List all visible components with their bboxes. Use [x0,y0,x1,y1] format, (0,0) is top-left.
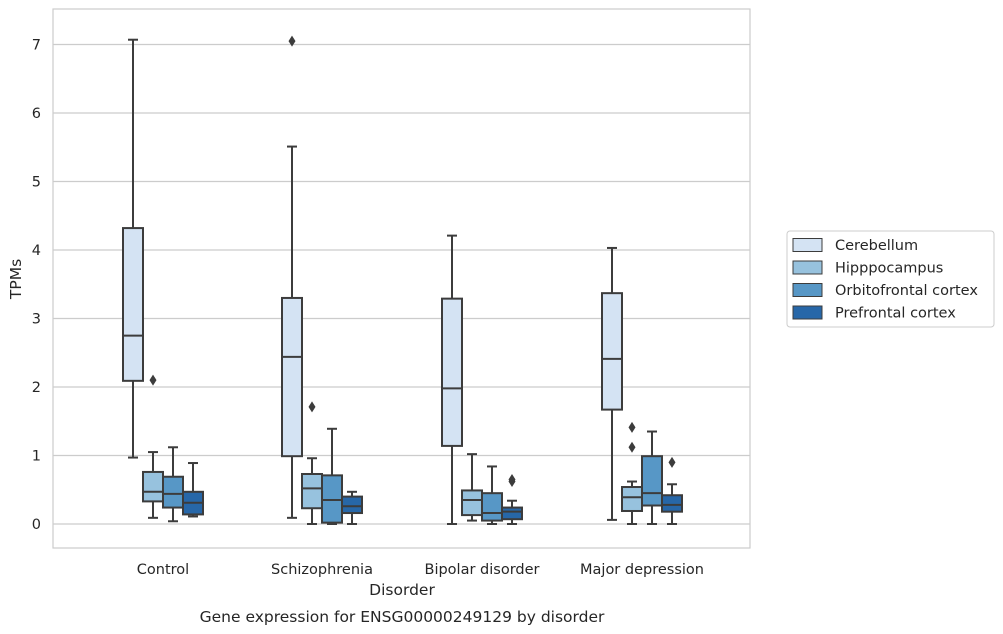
box-iqr [601,292,623,411]
box-0-3 [182,462,204,518]
box-iqr [281,296,303,458]
legend-label: Prefrontal cortex [835,306,956,322]
outlier-point [628,421,636,433]
box-2-2 [481,465,503,525]
x-axis-title: Disorder [369,581,435,599]
y-tick-label: 6 [32,106,41,122]
box-iqr [641,455,663,507]
x-tick-label: Major depression [580,562,704,578]
box-3-1 [621,421,643,525]
y-tick-label: 4 [32,243,41,259]
box-1-0 [281,35,303,519]
outlier-point [308,401,316,413]
y-tick-label: 3 [32,312,41,328]
legend-swatch [792,260,823,275]
box-iqr [441,297,463,447]
legend-swatch [792,305,823,320]
x-tick-label: Bipolar disorder [425,562,540,578]
box-3-0 [601,246,623,521]
outlier-point [508,473,516,485]
y-tick-label: 5 [32,175,41,191]
box-3-3 [661,456,683,525]
box-1-3 [341,490,363,525]
y-axis-title: TPMs [7,259,25,300]
box-2-3 [501,473,523,525]
x-tick-label: Control [137,562,189,578]
y-tick-label: 7 [32,38,41,54]
outlier-point [149,374,157,386]
box-iqr [321,474,343,524]
plot-area [52,8,751,549]
y-tick-label: 2 [32,380,41,396]
legend-swatch [792,283,823,297]
box-iqr [301,472,323,510]
box-iqr [501,506,523,521]
box-iqr [162,475,184,509]
box-iqr [142,470,164,503]
legend-label: Cerebellum [835,238,918,254]
box-groups [122,35,683,525]
box-1-2 [321,427,343,525]
outlier-point [668,456,676,468]
box-iqr [661,494,683,513]
outlier-point [288,35,296,47]
y-axis-ticks: 0 1 2 3 4 5 6 7 [32,38,41,534]
legend-label: Hipppocampus [835,261,943,277]
box-2-0 [441,234,463,525]
box-iqr [481,492,503,522]
y-tick-label: 1 [32,449,41,465]
outlier-point [628,441,636,453]
x-axis-ticks: Control Schizophrenia Bipolar disorder Majo… [137,562,704,578]
box-0-0 [122,38,144,459]
box-iqr [461,489,483,517]
x-tick-label: Schizophrenia [271,562,373,578]
legend-label: Orbitofrontal cortex [835,283,978,299]
chart-caption: Gene expression for ENSG00000249129 by d… [200,608,605,626]
box-iqr [122,227,144,382]
y-tick-label: 0 [32,517,41,533]
legend-swatch [792,238,823,252]
box-iqr [621,486,643,512]
legend: Cerebellum Hipppocampus Orbitofrontal cort… [786,230,995,328]
box-2-1 [461,453,483,522]
box-iqr [341,495,363,515]
box-3-2 [641,430,663,525]
legend-frame [786,230,995,328]
